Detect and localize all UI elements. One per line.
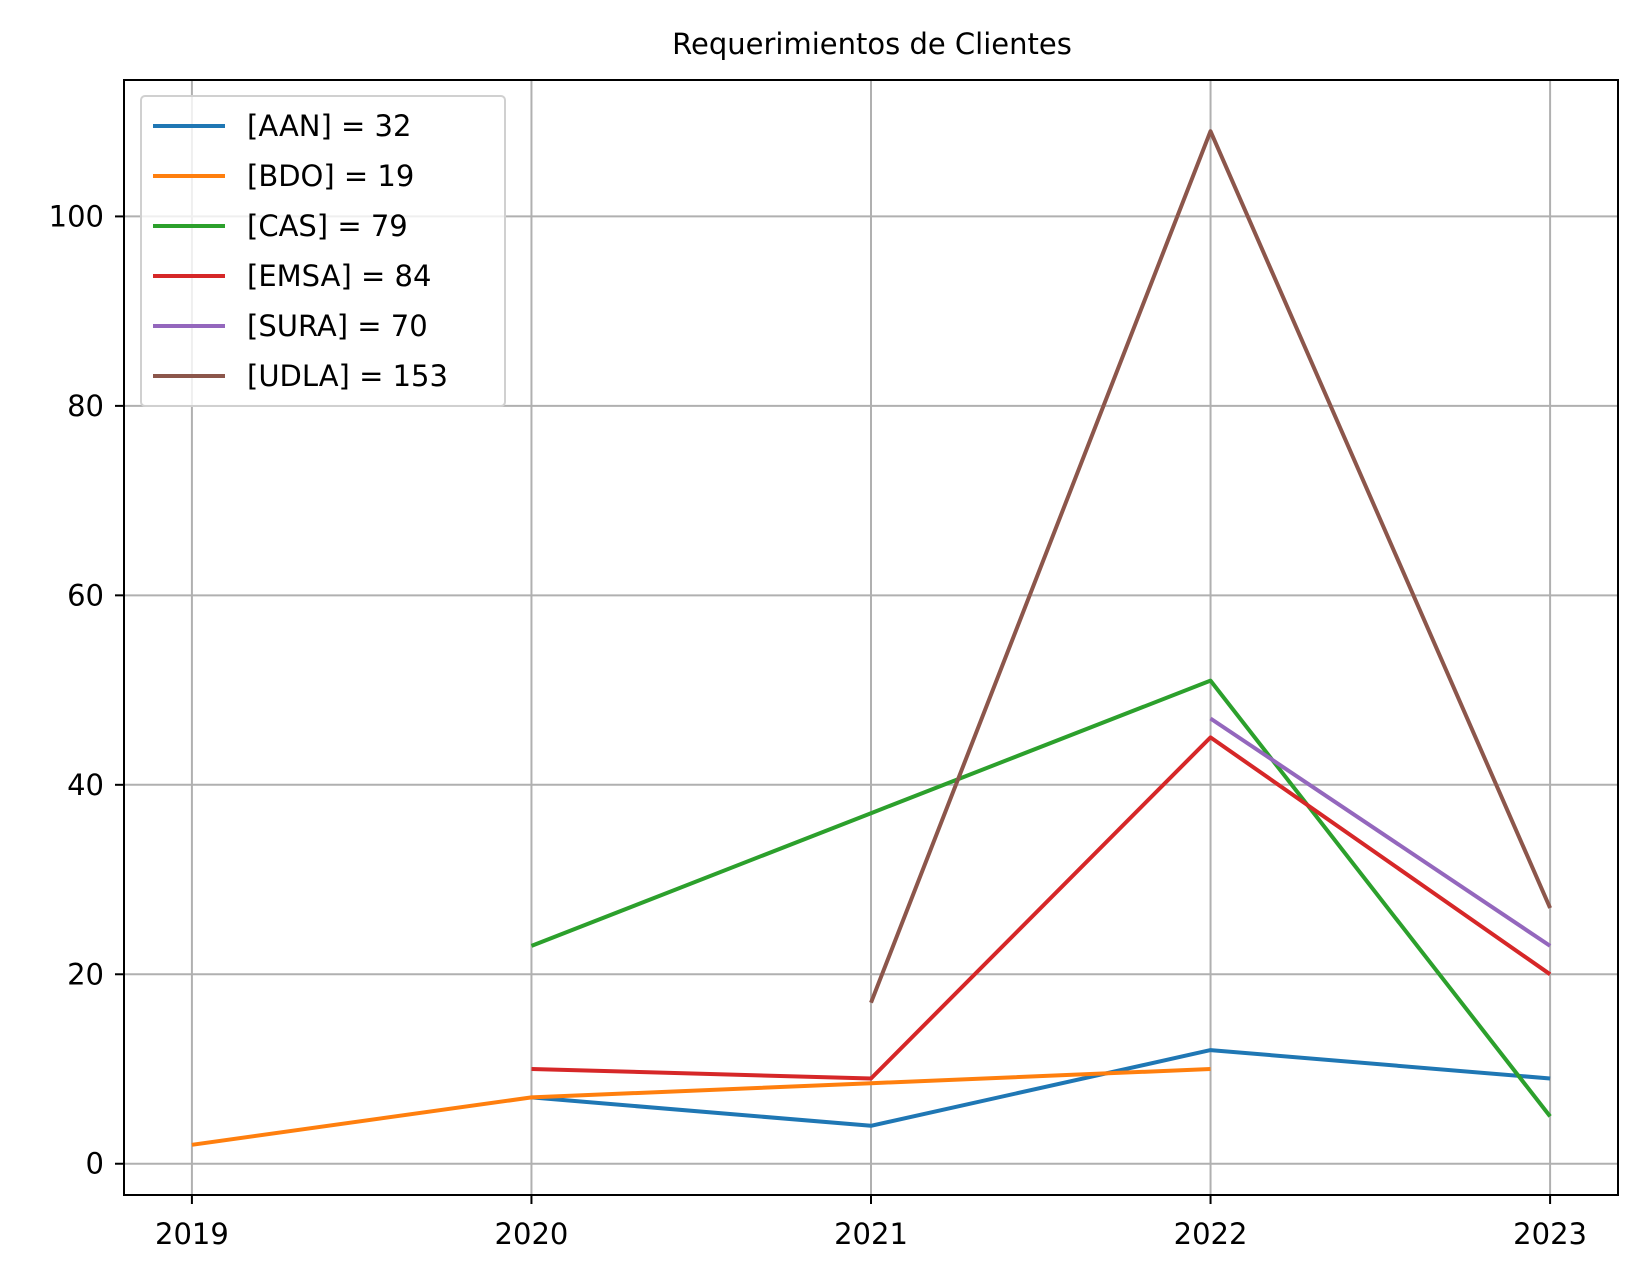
legend-label: [AAN] = 32 xyxy=(247,109,411,143)
grid xyxy=(124,80,1618,1195)
legend-label: [SURA] = 70 xyxy=(247,309,428,343)
x-tick-label: 2021 xyxy=(834,1217,908,1251)
series-line xyxy=(531,1048,1551,1128)
series-5 xyxy=(869,129,1552,1004)
series-line xyxy=(531,735,1552,1081)
series-4 xyxy=(1209,716,1552,948)
legend-label: [EMSA] = 84 xyxy=(247,259,431,293)
series-line xyxy=(1209,716,1552,948)
legend: [AAN] = 32 [BDO] = 19 [CAS] = 79 [EMSA] = 8… xyxy=(140,95,506,407)
x-tick-label: 2023 xyxy=(1513,1217,1587,1251)
x-tick-label: 2022 xyxy=(1174,1217,1248,1251)
legend-label: [UDLA] = 153 xyxy=(247,359,448,393)
legend-label: [CAS] = 79 xyxy=(247,209,408,243)
series-line xyxy=(530,678,1552,1118)
x-tick-label: 2019 xyxy=(155,1217,229,1251)
series-line xyxy=(191,1067,1211,1147)
y-tick-label: 0 xyxy=(86,1147,104,1181)
series-0 xyxy=(531,1048,1551,1128)
series-line xyxy=(869,129,1552,1004)
legend-label: [BDO] = 19 xyxy=(247,159,414,193)
y-tick-label: 40 xyxy=(67,768,104,802)
series-2 xyxy=(530,678,1552,1118)
legend-box xyxy=(140,95,506,407)
x-tick-label: 2020 xyxy=(495,1217,569,1251)
y-tick-label: 80 xyxy=(67,389,104,423)
y-tick-label: 20 xyxy=(67,957,104,991)
series-lines xyxy=(191,129,1552,1147)
series-1 xyxy=(191,1067,1211,1147)
chart-title: Requerimientos de Clientes xyxy=(672,27,1072,61)
series-3 xyxy=(531,735,1552,1081)
axis-ticks: 2019 2020 2021 2022 2023 0 20 40 60 80 100 xyxy=(49,199,1587,1251)
y-tick-label: 60 xyxy=(67,578,104,612)
y-tick-label: 100 xyxy=(49,199,104,233)
